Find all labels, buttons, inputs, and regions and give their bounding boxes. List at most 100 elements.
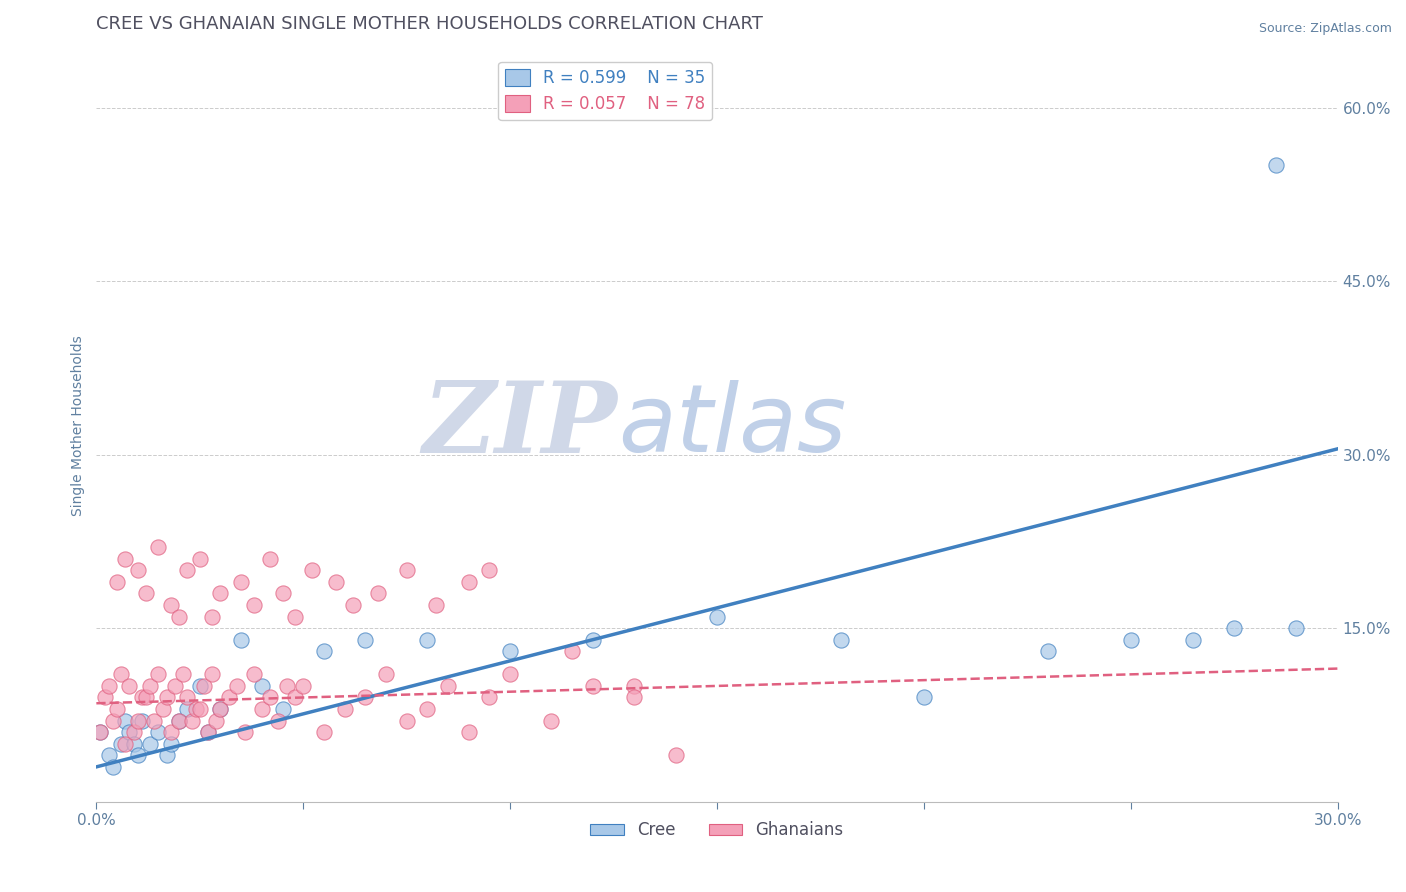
Point — [271, 586, 294, 600]
Point — [354, 690, 377, 705]
Point — [375, 667, 398, 681]
Point — [97, 679, 120, 693]
Point — [205, 714, 228, 728]
Point — [167, 609, 190, 624]
Point — [143, 714, 166, 728]
Point — [1264, 159, 1286, 173]
Point — [159, 598, 181, 612]
Point — [250, 702, 273, 716]
Point — [561, 644, 583, 658]
Point — [284, 609, 307, 624]
Point — [1181, 632, 1204, 647]
Point — [197, 725, 219, 739]
Point — [89, 725, 111, 739]
Point — [242, 598, 264, 612]
Point — [342, 598, 364, 612]
Point — [292, 679, 315, 693]
Point — [209, 702, 232, 716]
Point — [425, 598, 447, 612]
Point — [312, 644, 335, 658]
Point — [367, 586, 389, 600]
Point — [395, 563, 418, 577]
Point — [416, 702, 439, 716]
Point — [231, 632, 253, 647]
Y-axis label: Single Mother Households: Single Mother Households — [72, 335, 86, 516]
Point — [312, 725, 335, 739]
Point — [437, 679, 460, 693]
Point — [416, 632, 439, 647]
Point — [209, 702, 232, 716]
Point — [188, 679, 211, 693]
Point — [131, 714, 153, 728]
Point — [114, 551, 136, 566]
Point — [148, 725, 170, 739]
Point — [152, 702, 174, 716]
Point — [105, 574, 128, 589]
Point — [176, 702, 198, 716]
Point — [118, 725, 141, 739]
Point — [1036, 644, 1059, 658]
Point — [623, 690, 645, 705]
Point — [93, 690, 115, 705]
Point — [131, 690, 153, 705]
Point — [333, 702, 356, 716]
Text: CREE VS GHANAIAN SINGLE MOTHER HOUSEHOLDS CORRELATION CHART: CREE VS GHANAIAN SINGLE MOTHER HOUSEHOLD… — [97, 15, 763, 33]
Point — [259, 551, 281, 566]
Point — [226, 679, 249, 693]
Point — [97, 748, 120, 763]
Point — [135, 690, 157, 705]
Text: ZIP: ZIP — [423, 377, 617, 474]
Point — [301, 563, 323, 577]
Point — [1223, 621, 1246, 635]
Point — [395, 714, 418, 728]
Point — [193, 679, 215, 693]
Point — [127, 563, 149, 577]
Point — [101, 714, 124, 728]
Point — [201, 667, 224, 681]
Point — [156, 690, 179, 705]
Point — [218, 690, 240, 705]
Point — [665, 748, 688, 763]
Point — [623, 679, 645, 693]
Point — [242, 667, 264, 681]
Point — [148, 540, 170, 554]
Point — [209, 586, 232, 600]
Point — [354, 632, 377, 647]
Point — [188, 551, 211, 566]
Point — [163, 679, 186, 693]
Point — [267, 714, 290, 728]
Point — [1119, 632, 1142, 647]
Point — [176, 690, 198, 705]
Point — [276, 679, 298, 693]
Point — [271, 702, 294, 716]
Point — [118, 679, 141, 693]
Point — [706, 609, 728, 624]
Point — [582, 679, 605, 693]
Point — [110, 667, 132, 681]
Point — [325, 574, 347, 589]
Point — [114, 714, 136, 728]
Point — [172, 667, 194, 681]
Point — [167, 714, 190, 728]
Point — [180, 714, 202, 728]
Point — [284, 690, 307, 705]
Point — [139, 679, 162, 693]
Point — [912, 690, 935, 705]
Point — [259, 690, 281, 705]
Point — [201, 609, 224, 624]
Text: Source: ZipAtlas.com: Source: ZipAtlas.com — [1258, 22, 1392, 36]
Point — [1285, 621, 1308, 635]
Point — [159, 737, 181, 751]
Point — [167, 714, 190, 728]
Point — [499, 644, 522, 658]
Point — [184, 702, 207, 716]
Point — [127, 714, 149, 728]
Point — [122, 725, 145, 739]
Point — [110, 737, 132, 751]
Point — [457, 725, 479, 739]
Point — [197, 725, 219, 739]
Point — [114, 737, 136, 751]
Point — [188, 702, 211, 716]
Point — [478, 690, 501, 705]
Point — [250, 679, 273, 693]
